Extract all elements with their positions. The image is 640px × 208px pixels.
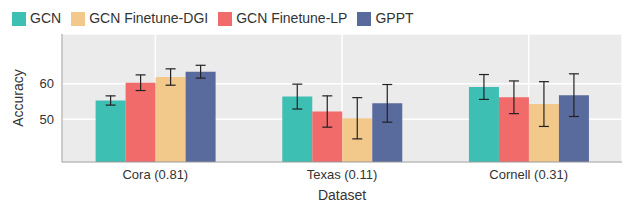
svg-text:60: 60 xyxy=(40,76,54,91)
html-text:GCN Finetune-LP: GCN Finetune-LP xyxy=(236,10,348,26)
html-text:GCN Finetune-DGI: GCN Finetune-DGI xyxy=(89,10,209,26)
html-text:GCN: GCN xyxy=(30,10,62,26)
svg-text:50: 50 xyxy=(40,112,54,127)
svg-text:Texas (0.11): Texas (0.11) xyxy=(307,167,378,182)
html-text:GPPT: GPPT xyxy=(375,10,414,26)
svg-text:Dataset: Dataset xyxy=(318,187,366,200)
svg-text:Accuracy: Accuracy xyxy=(10,69,26,127)
svg-text:Cornell (0.31): Cornell (0.31) xyxy=(489,167,568,182)
svg-text:Cora (0.81): Cora (0.81) xyxy=(122,167,188,182)
